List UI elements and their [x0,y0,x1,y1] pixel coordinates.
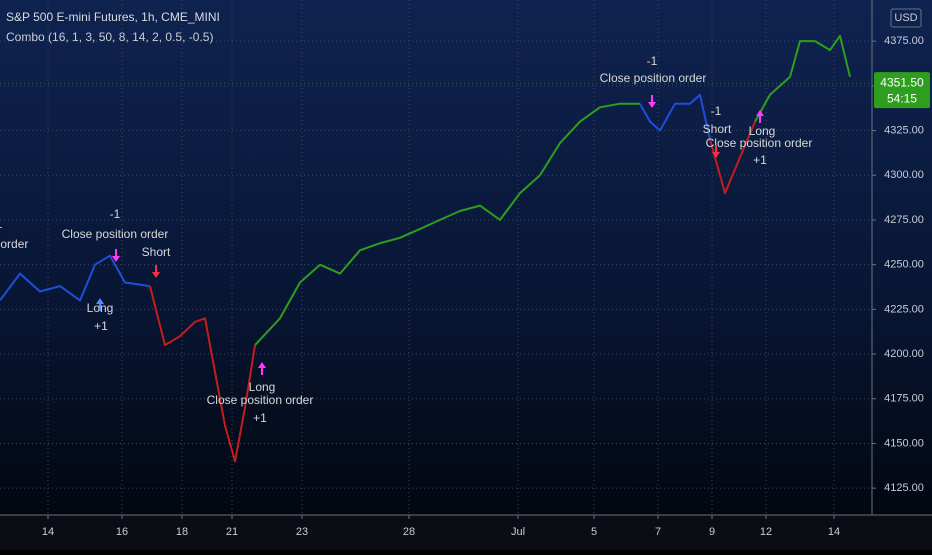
y-tick-label: 4250.00 [884,259,924,271]
y-tick-label: 4275.00 [884,214,924,226]
countdown: 54:15 [887,91,917,105]
trade-annotation: -1 [110,207,121,221]
grid [0,0,872,515]
trade-annotation: -1 [0,217,3,231]
y-tick-label: 4150.00 [884,437,924,449]
symbol-title: S&P 500 E-mini Futures, 1h, CME_MINI [6,10,220,24]
trade-arrow [258,362,266,375]
trade-arrow [648,95,656,108]
trade-annotation: Close position order [207,393,314,407]
x-tick-label: 23 [296,526,308,538]
x-tick-label: 9 [709,526,715,538]
y-tick-label: 4200.00 [884,348,924,360]
price-line [254,34,851,346]
y-tick-label: 4325.00 [884,124,924,136]
x-tick-label: 5 [591,526,597,538]
y-tick-label: 4225.00 [884,303,924,315]
trade-annotation: Close position order [706,136,813,150]
x-tick-label: 16 [116,526,128,538]
trade-arrow [756,110,764,123]
x-tick-label: 14 [42,526,54,538]
plot: -1 Close position order -1 Close position o… [0,34,851,463]
y-tick-label: 4125.00 [884,482,924,494]
trade-annotation: +1 [753,153,767,167]
trade-arrow [152,265,160,278]
trade-annotation: Long [249,380,276,394]
trade-arrow [712,145,720,158]
last-price: 4351.50 [880,75,924,89]
x-tick-label: 21 [226,526,238,538]
y-tick-label: 4175.00 [884,393,924,405]
trade-annotation: Close position order [600,71,707,85]
x-axis-bar [0,515,932,550]
last-price-box [874,72,930,109]
x-tick-label: 28 [403,526,415,538]
trade-annotation: Short [703,122,732,136]
price-line [149,121,756,463]
trade-annotation: Short [142,245,171,259]
trade-arrow [112,249,120,262]
trade-arrow [96,298,104,311]
currency-box[interactable] [890,8,922,28]
x-tick-label: 12 [760,526,772,538]
x-tick-label: 14 [828,526,840,538]
price-line [0,93,711,302]
trade-annotation: -1 [711,104,722,118]
trade-annotation: -1 [647,54,658,68]
currency[interactable]: USD [894,12,917,24]
y-tick-label: 4300.00 [884,169,924,181]
trade-annotation: Long [749,124,776,138]
x-tick-label: Jul [511,526,525,538]
trade-annotation: +1 [253,411,267,425]
y-tick-label: 4375.00 [884,35,924,47]
trade-annotation: Close position order [62,227,169,241]
x-tick-label: 18 [176,526,188,538]
x-tick-label: 7 [655,526,661,538]
indicator-label: Combo (16, 1, 3, 50, 8, 14, 2, 0.5, -0.5… [6,30,213,44]
trade-annotation: Close position order [0,237,28,251]
axes: 4125.00 4150.00 4175.00 4200.00 4225.00 4250.… [0,35,930,538]
trade-annotation: +1 [94,319,108,333]
